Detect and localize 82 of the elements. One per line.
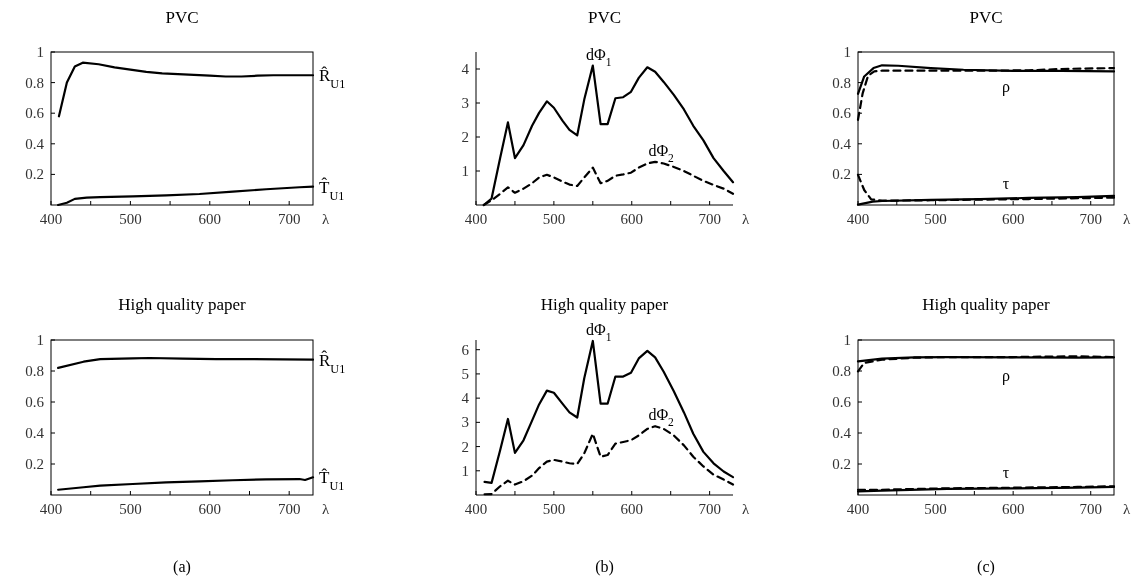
x-tick-label: 600 bbox=[198, 501, 222, 517]
series-label: dΦ$_{2}$ bbox=[648, 141, 675, 164]
y-tick-label: 0.2 bbox=[25, 166, 44, 183]
x-tick-label: 500 bbox=[924, 211, 947, 227]
x-tick-label: 700 bbox=[277, 211, 301, 227]
x-tick-label: 400 bbox=[846, 211, 870, 227]
x-tick-label: 500 bbox=[119, 501, 142, 517]
series-label: dΦ$_{1}$ bbox=[586, 320, 612, 343]
y-tick-label: 1 bbox=[36, 44, 44, 60]
annotation: τ bbox=[1002, 464, 1010, 482]
x-axis-title: λ bbox=[322, 501, 330, 517]
x-tick-label: 400 bbox=[846, 501, 870, 517]
chart-title: PVC bbox=[969, 8, 1003, 27]
y-tick-label: 2 bbox=[461, 438, 469, 455]
chart-title: High quality paper bbox=[540, 295, 669, 314]
x-tick-label: 400 bbox=[39, 211, 63, 227]
y-tick-label: 0.6 bbox=[832, 394, 852, 410]
y-tick-label: 0.2 bbox=[832, 456, 851, 472]
x-tick-label: 400 bbox=[464, 211, 488, 227]
x-tick-label: 500 bbox=[119, 211, 142, 227]
y-tick-label: 0.2 bbox=[25, 456, 44, 472]
chart-title: High quality paper bbox=[922, 295, 1051, 314]
series-label: dΦ$_{2}$ bbox=[648, 406, 675, 429]
x-tick-label: 600 bbox=[198, 211, 222, 227]
y-tick-label: 2 bbox=[461, 129, 469, 145]
chart-title: High quality paper bbox=[118, 295, 247, 314]
y-tick-label: 1 bbox=[461, 462, 469, 479]
chart-title: PVC bbox=[165, 8, 199, 27]
y-tick-label: 1 bbox=[843, 44, 851, 60]
text: (c) bbox=[977, 558, 995, 576]
annotation: τ bbox=[1002, 175, 1010, 193]
line-series bbox=[483, 339, 735, 484]
x-tick-label: 700 bbox=[1079, 211, 1102, 227]
series-label: T̂$_{U1}$ bbox=[319, 177, 345, 203]
x-tick-label: 700 bbox=[698, 211, 721, 227]
x-tick-label: 700 bbox=[698, 501, 721, 517]
y-tick-label: 0.8 bbox=[25, 363, 44, 379]
series-label: T̂$_{U1}$ bbox=[319, 467, 345, 494]
x-axis-title: λ bbox=[742, 211, 750, 227]
x-tick-label: 600 bbox=[620, 501, 644, 517]
x-axis-title: λ bbox=[742, 501, 750, 517]
y-tick-label: 1 bbox=[461, 163, 469, 179]
y-tick-label: 0.4 bbox=[25, 135, 45, 152]
x-tick-label: 400 bbox=[39, 501, 63, 517]
series-label: R̂$_{U1}$ bbox=[319, 350, 346, 376]
series-label: dΦ$_{1}$ bbox=[586, 45, 612, 68]
x-tick-label: 600 bbox=[1001, 501, 1025, 517]
y-tick-label: 6 bbox=[461, 341, 470, 358]
y-tick-label: 4 bbox=[461, 390, 470, 407]
y-tick-label: 4 bbox=[461, 61, 470, 77]
x-tick-label: 700 bbox=[1079, 501, 1102, 517]
text: (a) bbox=[173, 558, 191, 576]
x-axis-title: λ bbox=[1123, 211, 1131, 227]
y-tick-label: 3 bbox=[461, 414, 469, 431]
y-tick-label: 0.8 bbox=[832, 74, 851, 91]
x-tick-label: 400 bbox=[464, 501, 488, 517]
annotation: ρ bbox=[1002, 367, 1011, 386]
y-tick-label: 0.6 bbox=[25, 394, 45, 410]
y-tick-label: 3 bbox=[461, 95, 469, 111]
x-tick-label: 600 bbox=[620, 211, 644, 227]
y-tick-label: 5 bbox=[461, 365, 469, 382]
y-tick-label: 1 bbox=[843, 332, 851, 348]
y-tick-label: 1 bbox=[36, 332, 44, 348]
y-tick-label: 0.6 bbox=[25, 105, 45, 122]
x-axis-title: λ bbox=[322, 211, 330, 227]
y-tick-label: 0.4 bbox=[832, 135, 852, 152]
x-tick-label: 500 bbox=[542, 211, 566, 227]
x-tick-label: 700 bbox=[277, 501, 301, 517]
y-tick-label: 0.8 bbox=[832, 363, 851, 379]
chart-title: PVC bbox=[587, 8, 622, 27]
x-tick-label: 600 bbox=[1001, 211, 1025, 227]
x-axis-title: λ bbox=[1123, 501, 1131, 517]
text: (b) bbox=[595, 558, 614, 576]
series-label: R̂$_{U1}$ bbox=[319, 65, 346, 92]
y-tick-label: 0.4 bbox=[832, 425, 852, 441]
x-tick-label: 500 bbox=[542, 501, 566, 517]
annotation: ρ bbox=[1002, 78, 1011, 97]
y-tick-label: 0.4 bbox=[25, 425, 45, 441]
y-tick-label: 0.2 bbox=[832, 166, 851, 183]
x-tick-label: 500 bbox=[924, 501, 947, 517]
y-tick-label: 0.6 bbox=[832, 105, 852, 122]
y-tick-label: 0.8 bbox=[25, 74, 44, 91]
